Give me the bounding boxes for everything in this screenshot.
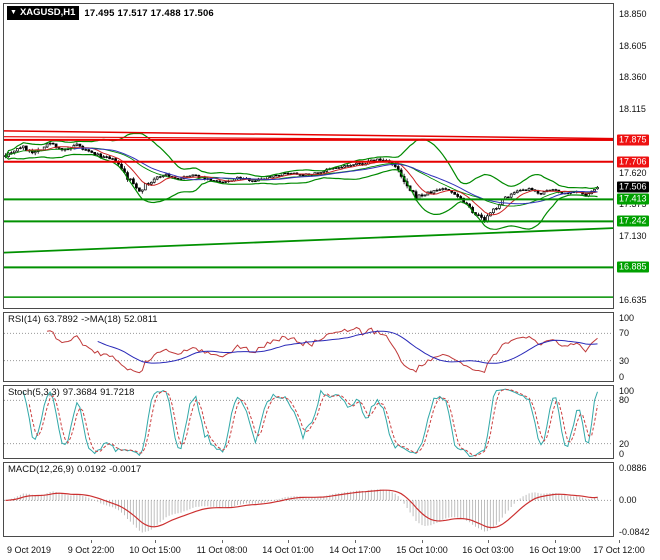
price-badge: 17.242 (617, 215, 649, 227)
price-tick: 17.130 (619, 231, 647, 241)
macd-signal-value: -0.0017 (109, 464, 142, 475)
macd-row: MACD(12,26,9) 0.0192 -0.0017 0.0886 0.00 -0.… (3, 462, 660, 537)
stoch-k-value: 97.3684 (62, 387, 98, 398)
indicator-axis-label: 0.0886 (619, 463, 647, 473)
price-badge: 17.413 (617, 193, 649, 205)
time-label: 9 Oct 22:00 (67, 545, 115, 555)
time-tick (288, 540, 289, 543)
time-label: 10 Oct 15:00 (129, 545, 181, 555)
price-chart-plot[interactable]: ▼ XAGUSD,H1 17.495 17.517 17.488 17.506 (3, 3, 614, 309)
price-badge: 17.506 (617, 181, 649, 193)
price-tick: 18.605 (619, 41, 647, 51)
time-label: 16 Oct 03:00 (462, 545, 514, 555)
time-tick (422, 540, 423, 543)
rsi-canvas (4, 326, 613, 374)
indicator-axis-label: -0.0842 (619, 527, 650, 537)
rsi-row: RSI(14) 63.7892 ->MA(18) 52.0811 100 70 30 0 (3, 312, 660, 382)
stoch-d-value: 91.7218 (100, 387, 135, 398)
rsi-value: 63.7892 (43, 314, 79, 325)
time-label: 17 Oct 12:00 (593, 545, 645, 555)
chart-title: ▼ XAGUSD,H1 17.495 17.517 17.488 17.506 (7, 6, 214, 20)
price-axis[interactable]: 18.85018.60518.36018.11517.62017.37517.1… (614, 3, 660, 309)
price-tick: 18.115 (619, 104, 646, 114)
macd-name: MACD(12,26,9) (8, 464, 74, 475)
stoch-label: Stoch(5,3,3) 97.3684 91.7218 (8, 387, 137, 398)
time-tick (555, 540, 556, 543)
time-axis-row: 9 Oct 2019 9 Oct 22:00 10 Oct 15:00 11 Oct … (3, 540, 660, 558)
time-label: 9 Oct 2019 (7, 545, 52, 555)
rsi-axis[interactable]: 100 70 30 0 (614, 312, 660, 382)
time-label: 16 Oct 19:00 (529, 545, 581, 555)
stochastic-axis[interactable]: 100 80 20 0 (614, 385, 660, 459)
indicator-axis-label: 70 (619, 328, 630, 338)
rsi-ma-name: ->MA(18) (81, 314, 121, 325)
rsi-panel[interactable]: RSI(14) 63.7892 ->MA(18) 52.0811 (3, 312, 614, 382)
indicator-axis-label: 20 (619, 439, 630, 449)
price-chart-row: ▼ XAGUSD,H1 17.495 17.517 17.488 17.506 1… (3, 3, 660, 309)
time-label: 15 Oct 10:00 (396, 545, 448, 555)
indicator-axis-label: 100 (619, 386, 635, 396)
price-tick: 18.360 (619, 72, 647, 82)
symbol-badge[interactable]: ▼ XAGUSD,H1 (7, 6, 80, 20)
time-axis-corner (614, 540, 660, 558)
macd-label: MACD(12,26,9) 0.0192 -0.0017 (8, 464, 144, 475)
stochastic-canvas (4, 388, 613, 458)
time-axis[interactable]: 9 Oct 2019 9 Oct 22:00 10 Oct 15:00 11 Oct … (3, 540, 645, 558)
macd-main-value: 0.0192 (77, 464, 107, 475)
stoch-row: Stoch(5,3,3) 97.3684 91.7218 100 80 20 0 (3, 385, 660, 459)
price-tick: 16.635 (619, 295, 647, 305)
macd-canvas (4, 489, 613, 533)
indicator-axis-label: 0 (619, 372, 625, 382)
indicator-axis-label: 30 (619, 356, 630, 366)
time-label: 14 Oct 17:00 (329, 545, 381, 555)
time-tick (619, 540, 620, 543)
price-badge: 17.875 (617, 134, 649, 146)
indicator-axis-label: 0.00 (619, 495, 637, 505)
indicator-axis-label: 80 (619, 395, 630, 405)
rsi-ma-value: 52.0811 (123, 314, 158, 325)
symbol-label: XAGUSD,H1 (19, 7, 76, 18)
price-tick: 18.850 (619, 9, 647, 19)
price-chart-canvas (4, 130, 613, 298)
time-tick (222, 540, 223, 543)
time-tick (355, 540, 356, 543)
rsi-name: RSI(14) (8, 314, 41, 325)
stochastic-panel[interactable]: Stoch(5,3,3) 97.3684 91.7218 (3, 385, 614, 459)
time-tick (155, 540, 156, 543)
ohlc-quote: 17.495 17.517 17.488 17.506 (84, 7, 214, 19)
time-tick (91, 540, 92, 543)
symbol-dropdown-icon: ▼ (10, 9, 17, 16)
rsi-label: RSI(14) 63.7892 ->MA(18) 52.0811 (8, 314, 161, 325)
price-badge: 17.706 (617, 156, 649, 168)
price-tick: 17.620 (619, 168, 647, 178)
time-tick (488, 540, 489, 543)
macd-axis[interactable]: 0.0886 0.00 -0.0842 (614, 462, 660, 537)
indicator-axis-label: 100 (619, 313, 635, 323)
stoch-name: Stoch(5,3,3) (8, 387, 60, 398)
macd-panel[interactable]: MACD(12,26,9) 0.0192 -0.0017 (3, 462, 614, 537)
price-badge: 16.885 (617, 261, 649, 273)
indicator-axis-label: 0 (619, 449, 625, 459)
time-label: 14 Oct 01:00 (262, 545, 314, 555)
time-label: 11 Oct 08:00 (196, 545, 248, 555)
